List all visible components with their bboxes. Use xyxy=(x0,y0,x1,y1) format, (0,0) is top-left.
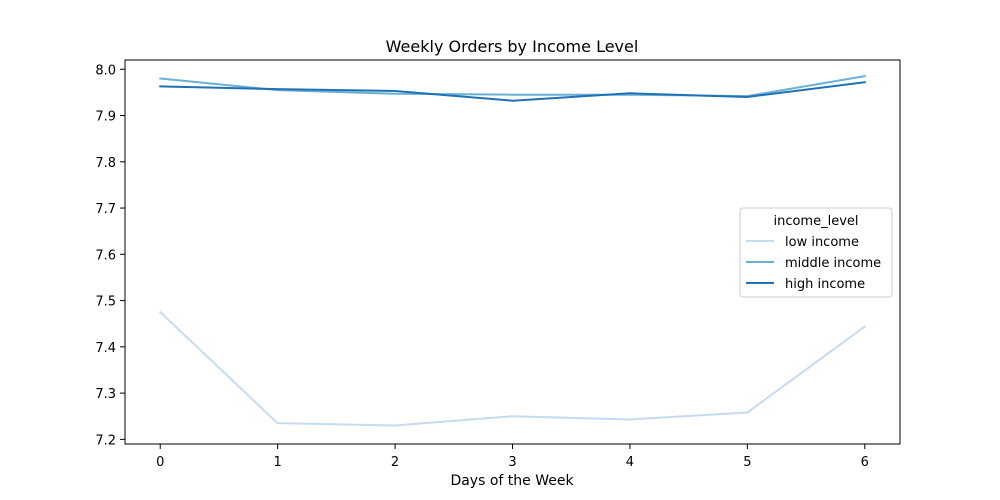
x-tick-label: 1 xyxy=(274,455,282,470)
x-tick-label: 4 xyxy=(626,455,634,470)
x-tick-label: 3 xyxy=(508,455,516,470)
y-tick-label: 7.6 xyxy=(95,248,116,263)
y-tick-label: 7.4 xyxy=(95,341,116,356)
x-tick-label: 0 xyxy=(156,455,164,470)
y-tick-label: 7.8 xyxy=(95,156,116,171)
legend-label: low income xyxy=(785,235,859,250)
x-axis-title: Days of the Week xyxy=(450,473,574,489)
chart-title: Weekly Orders by Income Level xyxy=(386,37,639,56)
x-tick-label: 6 xyxy=(861,455,869,470)
y-tick-label: 8.0 xyxy=(95,63,116,78)
series-line-middle-income xyxy=(159,75,866,98)
x-tick-label: 2 xyxy=(391,455,399,470)
y-tick-label: 7.3 xyxy=(95,387,116,402)
x-tick-label: 5 xyxy=(743,455,751,470)
legend-label: middle income xyxy=(785,256,881,271)
plot-area: 0 1 2 3 4 5 6 7.2 7.3 7.4 7.5 7.6 7.7 7.8 7.9 8.0 xyxy=(95,59,901,470)
y-tick-label: 7.9 xyxy=(95,110,116,125)
y-tick-label: 7.5 xyxy=(95,295,116,310)
y-tick-label: 7.2 xyxy=(95,433,116,448)
legend-title: income_level xyxy=(773,214,858,229)
series-line-low-income xyxy=(158,310,867,427)
legend-label: high income xyxy=(785,277,865,292)
legend-box xyxy=(739,207,893,298)
y-tick-label: 7.7 xyxy=(95,202,116,217)
series-line-high-income xyxy=(159,81,866,102)
